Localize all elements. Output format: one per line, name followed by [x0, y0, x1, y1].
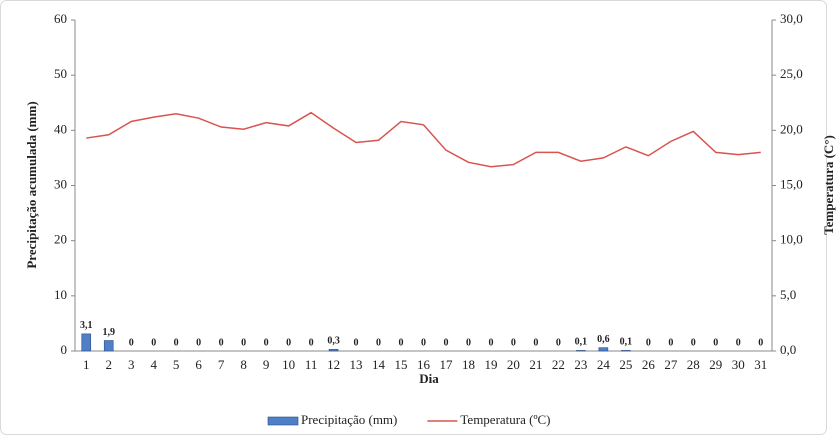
- x-tick-label: 29: [709, 357, 722, 372]
- x-tick-label: 18: [462, 357, 475, 372]
- y-tick-label: 10: [54, 287, 67, 302]
- value-label: 0: [511, 337, 516, 348]
- value-label: 0: [443, 337, 448, 348]
- y-tick-label: 0: [61, 342, 68, 357]
- legend-swatch: [267, 416, 299, 426]
- value-label: 0: [758, 337, 763, 348]
- bar: [81, 333, 92, 352]
- x-tick-label: 5: [173, 357, 180, 372]
- y2-tick-label: 10,0: [780, 232, 803, 247]
- x-tick-label: 25: [619, 357, 632, 372]
- value-label: 0: [466, 337, 471, 348]
- value-label: 0: [713, 337, 718, 348]
- x-tick-label: 26: [642, 357, 656, 372]
- bar: [328, 349, 339, 352]
- value-label: 0: [129, 337, 134, 348]
- y2-tick-label: 15,0: [780, 176, 803, 191]
- x-tick-label: 2: [105, 357, 112, 372]
- x-tick-label: 10: [282, 357, 295, 372]
- x-tick-label: 20: [507, 357, 520, 372]
- y-axis-label: Precipitação acumulada (mm): [24, 101, 39, 268]
- value-label: 0: [488, 337, 493, 348]
- bar: [576, 350, 586, 352]
- x-tick-label: 6: [195, 357, 202, 372]
- x-tick-label: 7: [218, 357, 225, 372]
- bar: [621, 350, 631, 352]
- value-label: 0: [646, 337, 651, 348]
- y2-tick-label: 0,0: [780, 342, 796, 357]
- value-label: 0: [354, 337, 359, 348]
- y2-axis-label: Temperatura (C°): [821, 135, 836, 235]
- x-tick-label: 19: [484, 357, 497, 372]
- y-tick-label: 50: [54, 66, 67, 81]
- y-tick-label: 40: [54, 121, 67, 136]
- value-label: 0: [691, 337, 696, 348]
- x-tick-label: 11: [305, 357, 318, 372]
- x-tick-label: 31: [754, 357, 767, 372]
- value-label: 0: [399, 337, 404, 348]
- value-label: 0: [556, 337, 561, 348]
- value-label: 0: [241, 337, 246, 348]
- x-tick-label: 15: [395, 357, 408, 372]
- line: [86, 111, 761, 168]
- value-label: 0: [376, 337, 381, 348]
- value-label: 0: [668, 337, 673, 348]
- value-label: 0: [736, 337, 741, 348]
- value-label: 3,1: [80, 320, 93, 331]
- y2-tick-label: 25,0: [780, 66, 803, 81]
- x-tick-label: 1: [83, 357, 90, 372]
- value-label: 0: [174, 337, 179, 348]
- value-label: 0,6: [597, 334, 610, 345]
- x-tick-label: 28: [687, 357, 700, 372]
- x-tick-label: 8: [240, 357, 247, 372]
- x-tick-label: 23: [574, 357, 587, 372]
- value-label: 0: [533, 337, 538, 348]
- x-tick-label: 27: [664, 357, 678, 372]
- x-tick-label: 12: [327, 357, 340, 372]
- y-tick-label: 30: [54, 176, 67, 191]
- legend-label: Temperatura (ºC): [460, 412, 550, 427]
- value-label: 0,3: [327, 336, 340, 347]
- value-label: 0: [309, 337, 314, 348]
- x-tick-label: 30: [732, 357, 745, 372]
- y2-tick-label: 20,0: [780, 121, 803, 136]
- y2-tick-label: 30,0: [780, 11, 803, 26]
- x-tick-label: 13: [350, 357, 363, 372]
- value-label: 0: [286, 337, 291, 348]
- x-tick-label: 4: [150, 357, 157, 372]
- x-tick-label: 9: [263, 357, 270, 372]
- value-label: 1,9: [102, 327, 115, 338]
- x-tick-label: 14: [372, 357, 386, 372]
- value-label: 0: [264, 337, 269, 348]
- value-label: 0: [196, 337, 201, 348]
- x-tick-label: 16: [417, 357, 431, 372]
- x-tick-label: 22: [552, 357, 565, 372]
- value-label: 0,1: [575, 337, 588, 348]
- value-label: 0: [219, 337, 224, 348]
- bar: [598, 347, 609, 352]
- y-tick-label: 20: [54, 232, 67, 247]
- value-label: 0: [151, 337, 156, 348]
- y-tick-label: 60: [54, 11, 67, 26]
- legend-label: Precipitação (mm): [301, 412, 397, 427]
- y2-tick-label: 5,0: [780, 287, 796, 302]
- x-tick-label: 17: [439, 357, 453, 372]
- value-label: 0: [421, 337, 426, 348]
- bar: [103, 340, 114, 352]
- x-tick-label: 21: [529, 357, 542, 372]
- x-axis-label: Dia: [419, 371, 439, 386]
- value-label: 0,1: [620, 337, 633, 348]
- x-tick-label: 3: [128, 357, 135, 372]
- x-tick-label: 24: [597, 357, 611, 372]
